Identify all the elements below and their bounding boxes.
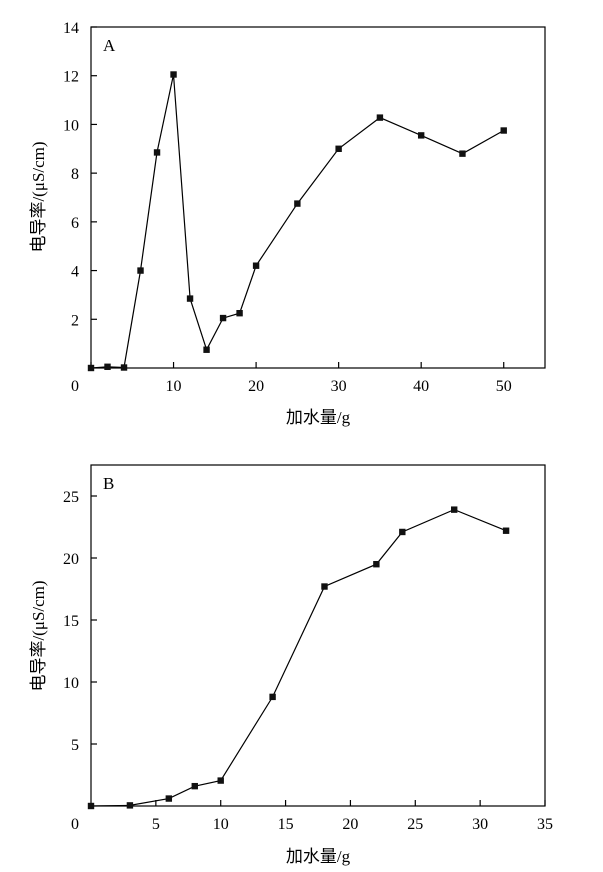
data-point (120, 364, 128, 371)
origin-label: 0 (71, 816, 79, 833)
y-tick-label: 20 (63, 551, 79, 568)
data-point (376, 114, 384, 121)
panel-label: A (103, 36, 116, 55)
plot-frame (90, 464, 546, 807)
data-point (186, 295, 194, 302)
data-point (451, 506, 458, 513)
x-tick-label: 25 (407, 816, 423, 833)
data-point (417, 132, 425, 139)
data-point (191, 782, 198, 790)
x-axis-title: 加水量/g (286, 847, 351, 866)
x-tick-label: 30 (472, 816, 488, 833)
data-point (87, 802, 95, 810)
x-tick-label: 20 (248, 378, 264, 395)
data-point (335, 145, 342, 152)
y-tick-label: 2 (71, 312, 79, 329)
x-tick-label: 30 (331, 378, 347, 395)
data-point (252, 262, 260, 269)
y-tick-label: 10 (63, 675, 79, 692)
data-point (217, 777, 224, 784)
chart-panel-a: A 0 10 20 30 40 50 2 4 6 8 10 12 14 加水量/g 电导率/(μS/cm) (29, 20, 546, 427)
data-point (203, 346, 210, 353)
y-axis-title: 电导率/(μS/cm) (29, 580, 48, 691)
data-point (399, 528, 406, 536)
data-point (500, 127, 507, 134)
x-tick-label: 35 (537, 816, 553, 833)
y-tick-label: 8 (71, 166, 79, 183)
x-tick-label: 20 (342, 816, 358, 833)
data-point (236, 309, 243, 317)
data-point (502, 527, 510, 534)
x-tick-label: 15 (278, 816, 294, 833)
x-tick-label: 40 (413, 378, 429, 395)
y-tick-label: 25 (63, 489, 79, 506)
y-tick-label: 10 (63, 117, 79, 134)
data-point (294, 200, 301, 207)
data-point (373, 561, 380, 568)
y-tick-label: 15 (63, 613, 79, 630)
data-point (321, 583, 328, 590)
y-tick-label: 6 (71, 215, 79, 232)
y-axis-title: 电导率/(μS/cm) (29, 141, 48, 252)
x-tick-label: 10 (166, 378, 182, 395)
y-tick-label: 14 (63, 20, 79, 37)
y-tick-label: 4 (71, 264, 79, 281)
origin-label: 0 (71, 378, 79, 395)
data-point (126, 802, 134, 809)
y-tick-label: 12 (63, 69, 79, 86)
panel-label: B (103, 474, 114, 493)
series-line (90, 508, 507, 807)
data-point (137, 267, 144, 274)
data-point (104, 363, 111, 370)
data-point (459, 150, 466, 157)
data-point (170, 71, 177, 78)
x-axis-title: 加水量/g (286, 408, 351, 427)
data-point (165, 795, 173, 802)
y-tick-label: 5 (71, 737, 79, 754)
series-line (90, 74, 504, 369)
x-tick-label: 10 (213, 816, 229, 833)
chart-panel-b: B 0 5 10 15 20 25 30 35 5 10 15 20 25 加水量/g 电导率/(μS/cm) (29, 464, 553, 866)
data-point (153, 149, 161, 156)
x-tick-label: 5 (152, 816, 160, 833)
data-point (269, 693, 276, 701)
plot-frame (90, 26, 546, 369)
data-point (219, 314, 227, 322)
data-point (87, 364, 95, 372)
x-tick-label: 50 (496, 378, 512, 395)
